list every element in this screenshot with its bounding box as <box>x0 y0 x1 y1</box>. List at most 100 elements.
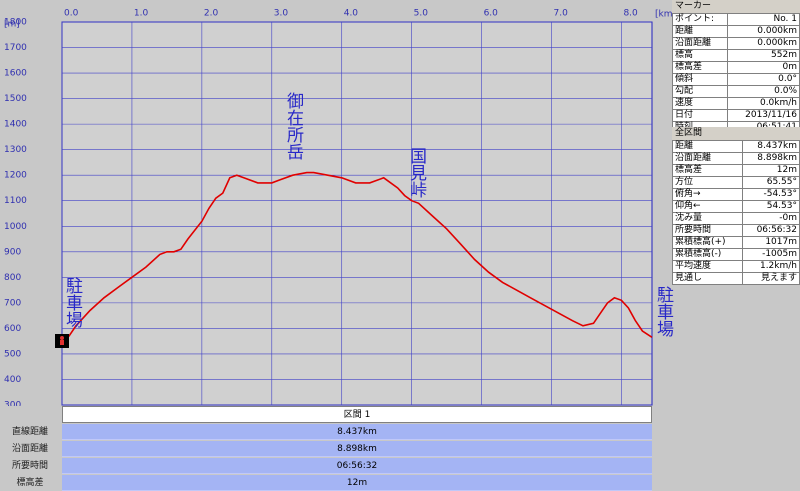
x-tick-label: 5.0 <box>414 9 429 19</box>
row-value: 1.2km/h <box>741 260 800 273</box>
row-label: 俯角→ <box>672 188 743 201</box>
section-row: 標高差 12m <box>0 475 652 491</box>
panel-title: マーカー <box>672 0 800 13</box>
marker-table: ポイント: No. 1 距離 0.000km 沿面距離 0.000km 標高 552m 標高差 0… <box>671 13 800 134</box>
y-tick-label: 1000 <box>4 222 27 232</box>
annotation: 国見峠 <box>406 147 426 198</box>
start-marker-icon <box>55 334 69 348</box>
annotation: 駐車場 <box>62 277 82 328</box>
section-row: 沿面距離 8.898km <box>0 441 652 457</box>
total-panel: 全区間 距離 8.437km 沿面距離 8.898km 標高差 12m 方位 65.55° 俯角… <box>672 127 800 285</box>
x-tick-label: 7.0 <box>554 9 569 19</box>
row-value: 0.000km <box>727 25 800 38</box>
row-label: 傾斜 <box>671 73 729 86</box>
panel-row: 累積標高(+) 1017m <box>672 236 800 249</box>
panel-row: 速度 0.0km/h <box>671 97 800 110</box>
row-label: 累積標高(+) <box>672 236 743 249</box>
row-value: 1017m <box>741 236 800 249</box>
y-tick-label: 1800 <box>4 18 27 28</box>
y-axis-label: [m] <box>4 20 20 30</box>
panel-row: 平均速度 1.2km/h <box>672 260 800 273</box>
row-label: 沈み量 <box>672 212 743 225</box>
y-tick-label: 1100 <box>4 196 27 206</box>
y-tick-label: 1600 <box>4 69 27 79</box>
panel-row: 沿面距離 0.000km <box>671 37 800 50</box>
row-label: 直線距離 <box>11 427 48 437</box>
y-tick-label: 300 <box>4 401 21 407</box>
y-tick-label: 1300 <box>4 145 27 155</box>
row-label: 距離 <box>671 25 729 38</box>
row-label: 標高 <box>671 49 729 62</box>
row-value: -0m <box>741 212 800 225</box>
panel-row: 仰角← 54.53° <box>672 200 800 213</box>
panel-row: 日付 2013/11/16 <box>671 109 800 122</box>
row-label: 距離 <box>672 140 743 153</box>
elevation-line <box>61 171 653 342</box>
marker-panel: マーカー ポイント: No. 1 距離 0.000km 沿面距離 0.000km 標高 552… <box>671 0 800 134</box>
row-label: 所要時間 <box>672 224 743 237</box>
row-value: -54.53° <box>741 188 800 201</box>
y-tick-label: 1700 <box>4 43 27 53</box>
panel-row: 俯角→ -54.53° <box>672 188 800 201</box>
row-label: 速度 <box>671 97 729 110</box>
row-label: 方位 <box>672 176 743 189</box>
panel-row: 沈み量 -0m <box>672 212 800 225</box>
panel-row: 見通し 見えます <box>672 272 800 285</box>
row-value: -1005m <box>741 248 800 261</box>
panel-row: 標高 552m <box>671 49 800 62</box>
section-title: 区間 1 <box>62 406 652 423</box>
row-label: 平均速度 <box>672 260 743 273</box>
section-row: 所要時間 06:56:32 <box>0 458 652 474</box>
chart: [m] [km] 300 400 500 600 700 800 900 1000 1100 12… <box>4 9 672 407</box>
panel-row: 方位 65.55° <box>672 176 800 189</box>
total-table: 距離 8.437km 沿面距離 8.898km 標高差 12m 方位 65.55° 俯角→ -54… <box>672 140 800 285</box>
row-label: 標高差 <box>671 61 729 74</box>
x-tick-label: 6.0 <box>484 9 499 19</box>
y-tick-label: 500 <box>4 349 21 359</box>
row-label: 沿面距離 <box>11 444 48 454</box>
panel-row: 標高差 0m <box>671 61 800 74</box>
row-value: No. 1 <box>727 13 800 26</box>
panel-row: ポイント: No. 1 <box>671 13 800 26</box>
row-value: 0.0km/h <box>727 97 800 110</box>
y-tick-label: 900 <box>4 247 21 257</box>
x-axis-label: [km] <box>655 10 672 20</box>
row-value: 8.437km <box>741 140 800 153</box>
panel-row: 勾配 0.0% <box>671 85 800 98</box>
y-tick-label: 700 <box>4 298 21 308</box>
panel-row: 所要時間 06:56:32 <box>672 224 800 237</box>
y-tick-label: 1500 <box>4 94 27 104</box>
row-label: 見通し <box>672 272 743 285</box>
x-tick-label: 0.0 <box>64 9 79 19</box>
row-label: 勾配 <box>671 85 729 98</box>
row-value: 0.0° <box>727 73 800 86</box>
panel-row: 距離 8.437km <box>672 140 800 153</box>
row-value: 2013/11/16 <box>727 109 800 122</box>
row-label: 標高差 <box>672 164 743 177</box>
y-tick-label: 800 <box>4 273 21 283</box>
y-tick-label: 1200 <box>4 171 27 181</box>
x-tick-label: 2.0 <box>204 9 219 19</box>
row-value: 06:56:32 <box>741 224 800 237</box>
row-value: 0m <box>727 61 800 74</box>
row-label: 日付 <box>671 109 729 122</box>
panel-row: 標高差 12m <box>672 164 800 177</box>
row-value: 12m <box>741 164 800 177</box>
row-value: 552m <box>727 49 800 62</box>
x-tick-label: 8.0 <box>623 9 638 19</box>
row-value: 0.000km <box>727 37 800 50</box>
row-value: 54.53° <box>741 200 800 213</box>
annotation: 駐車場 <box>653 286 673 337</box>
panel-row: 傾斜 0.0° <box>671 73 800 86</box>
y-tick-label: 600 <box>4 324 21 334</box>
panel-row: 累積標高(-) -1005m <box>672 248 800 261</box>
x-tick-label: 3.0 <box>274 9 289 19</box>
y-tick-label: 400 <box>4 375 21 385</box>
panel-title: 全区間 <box>672 127 800 140</box>
row-value: 見えます <box>741 272 800 285</box>
row-label: ポイント: <box>671 13 729 26</box>
x-tick-label: 4.0 <box>344 9 359 19</box>
row-label: 沿面距離 <box>671 37 729 50</box>
